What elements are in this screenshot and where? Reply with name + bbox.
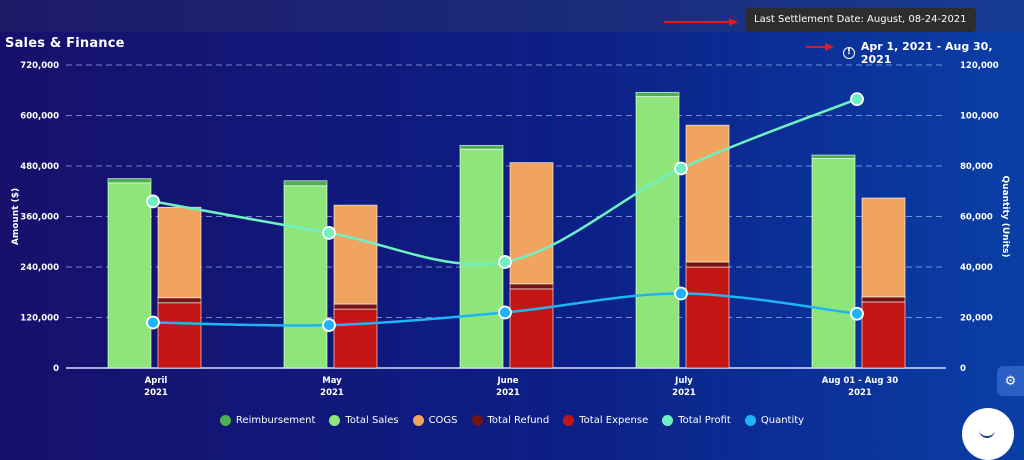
- y-tick-label: 720,000: [20, 61, 59, 71]
- point-quantity: [498, 305, 512, 320]
- legend-label: Total Profit: [678, 414, 731, 426]
- bar-total-sales: [459, 148, 504, 369]
- x-tick-sublabel: 2021: [144, 388, 168, 398]
- bar-reimbursement: [635, 91, 680, 97]
- sales-finance-chart: 720,000 120,000 600,000 100,000 480,000 80,00…: [11, 18, 1010, 398]
- x-tick-label: June: [496, 376, 518, 386]
- y-tick-label: 480,000: [20, 162, 59, 172]
- y-tick-label: 0: [53, 364, 59, 374]
- y2-tick-label: 100,000: [960, 112, 999, 122]
- legend-item[interactable]: Quantity: [744, 412, 805, 428]
- chart-legend: Reimbursement Total Sales COGS Total Refund…: [0, 412, 1024, 428]
- point-total-profit: [674, 161, 688, 176]
- x-tick-sublabel: 2021: [848, 388, 872, 398]
- point-quantity: [674, 286, 688, 301]
- bar-total-sales: [635, 96, 680, 369]
- bar-reimbursement: [459, 144, 504, 150]
- bar-total-refund: [333, 303, 378, 310]
- settings-button[interactable]: ⚙: [997, 366, 1024, 396]
- legend-swatch: [412, 414, 424, 426]
- date-range-label: Apr 1, 2021 - Aug 30, 2021: [860, 40, 993, 66]
- bar-total-expense: [333, 308, 378, 369]
- y-tick-label: 120,000: [20, 314, 59, 324]
- arrow-head: [825, 43, 834, 51]
- y-tick-label: 240,000: [20, 263, 59, 273]
- bar-cogs: [861, 197, 906, 298]
- x-tick-label: May: [322, 376, 342, 386]
- info-circle-icon[interactable]: !: [843, 47, 855, 59]
- settlement-tooltip: Last Settlement Date: August, 08-24-2021: [745, 8, 976, 32]
- legend-item[interactable]: Reimbursement: [219, 412, 316, 428]
- legend-item[interactable]: Total Sales: [329, 412, 399, 428]
- bar-total-expense: [861, 301, 906, 369]
- legend-item[interactable]: Total Profit: [662, 412, 731, 428]
- bar-total-refund: [685, 261, 730, 268]
- bar-reimbursement: [811, 154, 856, 159]
- legend-swatch: [662, 414, 674, 426]
- x-tick-sublabel: 2021: [320, 388, 344, 398]
- bar-total-expense: [685, 266, 730, 369]
- x-tick-sublabel: 2021: [672, 388, 696, 398]
- x-tick-label: July: [674, 376, 693, 386]
- y-tick-label: 360,000: [20, 213, 59, 223]
- legend-swatch: [219, 414, 231, 426]
- y2-axis-title: Quantity (Units): [1000, 176, 1010, 258]
- chat-button[interactable]: [962, 408, 1014, 460]
- y2-tick-label: 80,000: [960, 162, 993, 172]
- y2-tick-label: 20,000: [960, 314, 993, 324]
- legend-label: Quantity: [760, 414, 805, 426]
- legend-label: Total Sales: [345, 414, 399, 426]
- legend-swatch: [744, 414, 756, 426]
- arrow-head: [729, 18, 738, 26]
- bar-reimbursement: [107, 178, 152, 184]
- bar-cogs: [157, 206, 202, 299]
- legend-label: Total Refund: [487, 414, 550, 426]
- bar-total-refund: [509, 283, 554, 290]
- bar-total-sales: [283, 185, 328, 369]
- bar-total-sales: [811, 158, 856, 369]
- y2-tick-label: 60,000: [960, 213, 993, 223]
- legend-item[interactable]: COGS: [412, 412, 458, 428]
- legend-item[interactable]: Total Refund: [471, 412, 550, 428]
- point-total-profit: [850, 92, 864, 106]
- y2-tick-label: 40,000: [960, 263, 993, 273]
- date-range[interactable]: ! Apr 1, 2021 - Aug 30, 2021: [843, 40, 1024, 66]
- y-tick-label: 600,000: [20, 112, 59, 122]
- bar-total-refund: [861, 296, 906, 303]
- legend-swatch: [563, 414, 575, 426]
- gear-icon: ⚙: [1004, 373, 1017, 389]
- y2-tick-label: 120,000: [960, 61, 999, 71]
- bar-cogs: [509, 162, 554, 285]
- legend-item[interactable]: Total Expense: [563, 412, 648, 428]
- point-total-profit: [322, 226, 336, 240]
- bar-total-refund: [157, 297, 202, 304]
- bar-reimbursement: [283, 180, 328, 187]
- point-total-profit: [146, 194, 160, 209]
- chart-title: Sales & Finance: [5, 36, 125, 51]
- bar-cogs: [333, 204, 378, 305]
- chat-bubble-icon: [979, 426, 995, 438]
- legend-label: Reimbursement: [235, 414, 316, 426]
- line-total-profit: [152, 97, 858, 266]
- point-total-profit: [498, 255, 512, 269]
- point-quantity: [322, 318, 336, 332]
- legend-swatch: [471, 414, 483, 426]
- point-quantity: [146, 315, 160, 330]
- y2-tick-label: 0: [960, 364, 966, 374]
- bar-total-sales: [107, 182, 152, 369]
- bar-total-expense: [157, 302, 202, 369]
- bar-total-expense: [509, 288, 554, 369]
- legend-swatch: [329, 414, 341, 426]
- legend-label: COGS: [428, 414, 458, 426]
- point-quantity: [850, 306, 864, 321]
- x-tick-sublabel: 2021: [496, 388, 520, 398]
- y-axis-title: Amount ($): [11, 188, 21, 245]
- x-tick-label: Aug 01 - Aug 30: [822, 376, 899, 386]
- bar-cogs: [685, 124, 730, 263]
- x-tick-label: April: [145, 376, 168, 386]
- legend-label: Total Expense: [579, 414, 649, 426]
